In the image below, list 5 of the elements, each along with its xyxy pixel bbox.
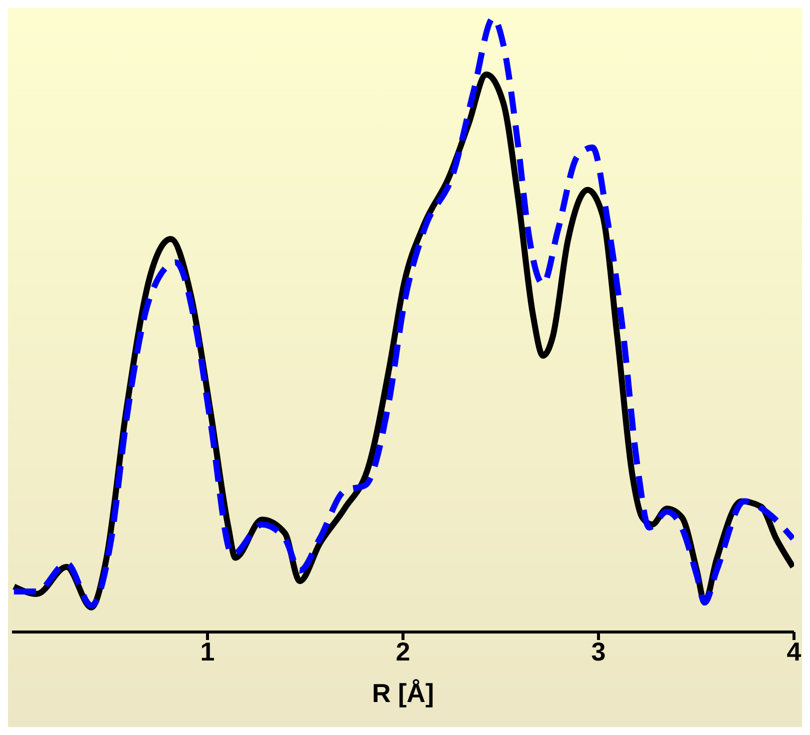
x-tick-label: 1 <box>200 636 215 666</box>
x-tick-label: 2 <box>396 636 410 666</box>
x-tick-label: 3 <box>591 636 606 666</box>
x-axis-title: R [Å] <box>372 678 434 708</box>
x-tick-label: 4 <box>786 636 802 666</box>
